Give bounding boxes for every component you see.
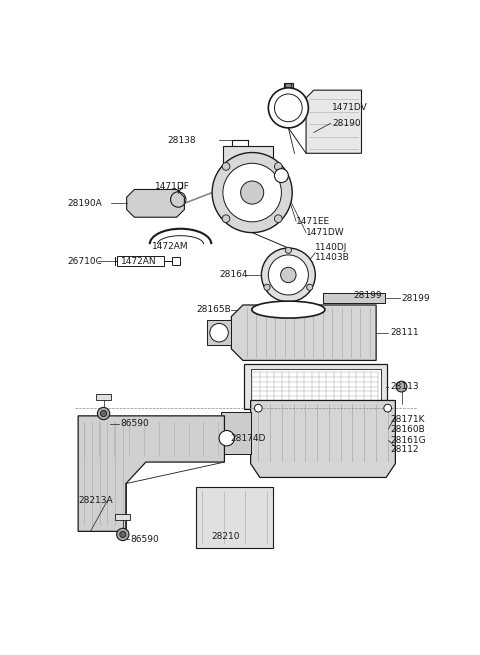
Circle shape xyxy=(219,430,234,446)
Bar xyxy=(221,412,251,455)
Text: 28113: 28113 xyxy=(390,382,419,391)
Circle shape xyxy=(254,404,262,412)
Text: 28213A: 28213A xyxy=(78,496,113,505)
Text: 28199: 28199 xyxy=(354,291,383,300)
Bar xyxy=(207,320,231,345)
Circle shape xyxy=(384,404,392,412)
Circle shape xyxy=(264,284,270,290)
Text: 11403B: 11403B xyxy=(315,253,350,262)
Text: 1471DV: 1471DV xyxy=(332,103,368,113)
Bar xyxy=(244,364,387,409)
Text: 28190: 28190 xyxy=(332,119,361,128)
Circle shape xyxy=(275,215,282,223)
Circle shape xyxy=(268,255,308,295)
Text: 28138: 28138 xyxy=(168,136,196,145)
Polygon shape xyxy=(306,90,361,153)
Text: 28171K: 28171K xyxy=(390,415,424,424)
Circle shape xyxy=(222,215,230,223)
Bar xyxy=(251,369,381,404)
Text: 86590: 86590 xyxy=(131,534,159,544)
Bar xyxy=(117,255,164,267)
Circle shape xyxy=(97,407,110,420)
Polygon shape xyxy=(78,416,225,531)
Text: 28111: 28111 xyxy=(390,328,419,337)
Text: 28210: 28210 xyxy=(211,533,240,541)
Circle shape xyxy=(275,162,282,170)
Circle shape xyxy=(275,94,302,122)
Text: 28174D: 28174D xyxy=(230,434,266,443)
Bar xyxy=(96,394,111,400)
Circle shape xyxy=(222,162,230,170)
Circle shape xyxy=(223,163,281,222)
Text: 28161G: 28161G xyxy=(390,436,426,445)
Text: 28165B: 28165B xyxy=(196,305,231,314)
Text: 1471DF: 1471DF xyxy=(155,182,190,191)
Circle shape xyxy=(285,247,291,253)
Bar xyxy=(284,83,293,89)
Text: 28112: 28112 xyxy=(390,445,419,454)
Polygon shape xyxy=(127,189,184,217)
Polygon shape xyxy=(251,400,396,477)
Circle shape xyxy=(117,529,129,540)
Text: 28190A: 28190A xyxy=(67,199,102,208)
Polygon shape xyxy=(323,293,384,303)
Circle shape xyxy=(281,267,296,283)
Circle shape xyxy=(307,284,313,290)
Text: 28160B: 28160B xyxy=(390,425,425,434)
Ellipse shape xyxy=(252,301,325,318)
Circle shape xyxy=(212,153,292,233)
Bar xyxy=(115,514,131,520)
Text: 1471EE: 1471EE xyxy=(296,217,330,225)
Bar xyxy=(196,487,273,548)
Circle shape xyxy=(210,324,228,342)
Circle shape xyxy=(268,88,308,128)
Text: 26710C: 26710C xyxy=(67,257,102,265)
Circle shape xyxy=(240,181,264,204)
Circle shape xyxy=(262,248,315,302)
Text: 86590: 86590 xyxy=(120,419,149,428)
Text: 1140DJ: 1140DJ xyxy=(315,244,348,252)
Text: 1471DW: 1471DW xyxy=(306,228,345,237)
Text: 28164: 28164 xyxy=(219,271,248,280)
Circle shape xyxy=(120,531,126,538)
Text: 1472AM: 1472AM xyxy=(152,242,189,251)
Polygon shape xyxy=(231,305,376,360)
Text: 1472AN: 1472AN xyxy=(121,257,157,265)
Circle shape xyxy=(396,381,407,392)
Circle shape xyxy=(275,169,288,183)
Bar xyxy=(223,146,273,198)
Text: 28199: 28199 xyxy=(402,293,430,303)
Circle shape xyxy=(100,411,107,417)
Bar xyxy=(172,257,180,265)
